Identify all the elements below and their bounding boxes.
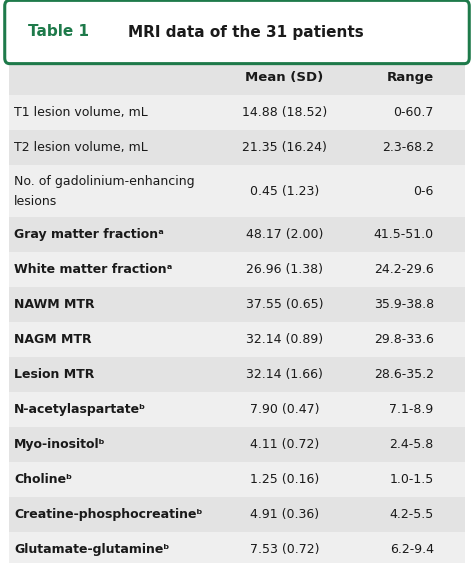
- Text: 2.4-5.8: 2.4-5.8: [390, 438, 434, 451]
- Text: 32.14 (1.66): 32.14 (1.66): [246, 368, 323, 381]
- Text: 1.25 (0.16): 1.25 (0.16): [250, 473, 319, 486]
- Text: Lesion MTR: Lesion MTR: [14, 368, 95, 381]
- FancyBboxPatch shape: [9, 322, 465, 357]
- Text: 35.9-38.8: 35.9-38.8: [374, 298, 434, 311]
- Text: 28.6-35.2: 28.6-35.2: [374, 368, 434, 381]
- FancyBboxPatch shape: [9, 95, 465, 130]
- Text: 29.8-33.6: 29.8-33.6: [374, 333, 434, 346]
- Text: 4.11 (0.72): 4.11 (0.72): [250, 438, 319, 451]
- FancyBboxPatch shape: [9, 357, 465, 392]
- Text: White matter fractionᵃ: White matter fractionᵃ: [14, 263, 173, 276]
- FancyBboxPatch shape: [9, 427, 465, 462]
- Text: 4.2-5.5: 4.2-5.5: [390, 508, 434, 521]
- Text: 21.35 (16.24): 21.35 (16.24): [242, 141, 327, 154]
- Text: Creatine-phosphocreatineᵇ: Creatine-phosphocreatineᵇ: [14, 508, 203, 521]
- FancyBboxPatch shape: [9, 165, 465, 217]
- Text: Gray matter fractionᵃ: Gray matter fractionᵃ: [14, 228, 164, 241]
- Text: 48.17 (2.00): 48.17 (2.00): [246, 228, 323, 241]
- Text: 32.14 (0.89): 32.14 (0.89): [246, 333, 323, 346]
- Text: lesions: lesions: [14, 194, 57, 208]
- FancyBboxPatch shape: [9, 462, 465, 497]
- Text: Table 1: Table 1: [28, 25, 90, 39]
- Text: 7.1-8.9: 7.1-8.9: [390, 403, 434, 416]
- Text: 1.0-1.5: 1.0-1.5: [390, 473, 434, 486]
- FancyBboxPatch shape: [5, 1, 469, 64]
- Text: 14.88 (18.52): 14.88 (18.52): [242, 106, 327, 119]
- Text: 26.96 (1.38): 26.96 (1.38): [246, 263, 323, 276]
- Text: 7.90 (0.47): 7.90 (0.47): [250, 403, 319, 416]
- Text: 41.5-51.0: 41.5-51.0: [374, 228, 434, 241]
- Text: NAGM MTR: NAGM MTR: [14, 333, 92, 346]
- FancyBboxPatch shape: [9, 497, 465, 532]
- FancyBboxPatch shape: [9, 217, 465, 252]
- Text: T1 lesion volume, mL: T1 lesion volume, mL: [14, 106, 148, 119]
- Text: MRI data of the 31 patients: MRI data of the 31 patients: [128, 25, 364, 39]
- Text: 37.55 (0.65): 37.55 (0.65): [246, 298, 323, 311]
- Text: Range: Range: [386, 71, 434, 84]
- Text: Myo-inositolᵇ: Myo-inositolᵇ: [14, 438, 106, 451]
- Text: Mean (SD): Mean (SD): [245, 71, 324, 84]
- Text: 2.3-68.2: 2.3-68.2: [382, 141, 434, 154]
- Text: Cholineᵇ: Cholineᵇ: [14, 473, 73, 486]
- FancyBboxPatch shape: [9, 287, 465, 322]
- Text: 24.2-29.6: 24.2-29.6: [374, 263, 434, 276]
- Text: N-acetylaspartateᵇ: N-acetylaspartateᵇ: [14, 403, 146, 416]
- Text: T2 lesion volume, mL: T2 lesion volume, mL: [14, 141, 148, 154]
- Text: No. of gadolinium-enhancing: No. of gadolinium-enhancing: [14, 175, 195, 187]
- Text: 4.91 (0.36): 4.91 (0.36): [250, 508, 319, 521]
- Text: 7.53 (0.72): 7.53 (0.72): [250, 543, 319, 556]
- FancyBboxPatch shape: [9, 532, 465, 563]
- Text: Glutamate-glutamineᵇ: Glutamate-glutamineᵇ: [14, 543, 170, 556]
- Text: NAWM MTR: NAWM MTR: [14, 298, 95, 311]
- Text: 6.2-9.4: 6.2-9.4: [390, 543, 434, 556]
- FancyBboxPatch shape: [9, 252, 465, 287]
- FancyBboxPatch shape: [9, 60, 465, 95]
- FancyBboxPatch shape: [9, 392, 465, 427]
- FancyBboxPatch shape: [9, 130, 465, 165]
- Text: 0.45 (1.23): 0.45 (1.23): [250, 185, 319, 198]
- Text: 0-60.7: 0-60.7: [393, 106, 434, 119]
- Text: 0-6: 0-6: [413, 185, 434, 198]
